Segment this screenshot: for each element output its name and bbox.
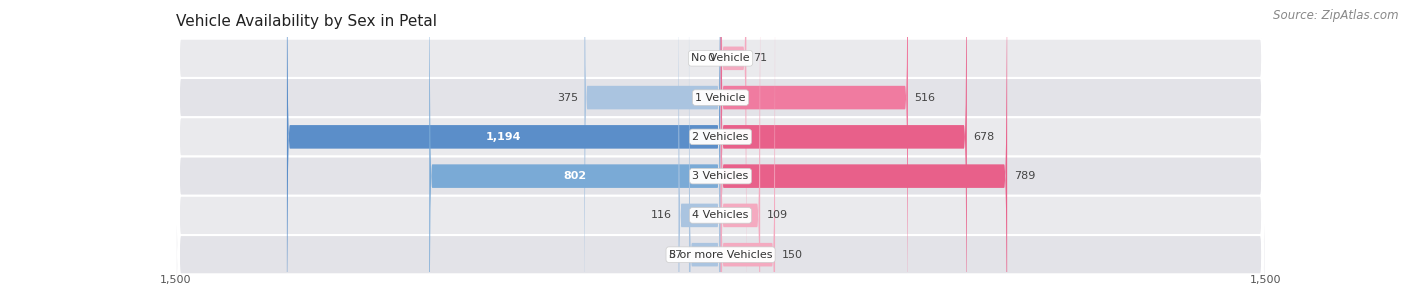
FancyBboxPatch shape (721, 0, 775, 306)
FancyBboxPatch shape (721, 0, 1007, 306)
FancyBboxPatch shape (585, 0, 721, 306)
Text: Vehicle Availability by Sex in Petal: Vehicle Availability by Sex in Petal (176, 13, 437, 28)
FancyBboxPatch shape (679, 0, 721, 306)
Text: 150: 150 (782, 250, 803, 260)
Text: 0: 0 (707, 53, 714, 63)
Text: 1,194: 1,194 (486, 132, 522, 142)
Text: 5 or more Vehicles: 5 or more Vehicles (669, 250, 772, 260)
Text: 678: 678 (973, 132, 994, 142)
Text: 1 Vehicle: 1 Vehicle (696, 93, 745, 103)
FancyBboxPatch shape (176, 0, 1265, 306)
Text: 375: 375 (557, 93, 578, 103)
FancyBboxPatch shape (176, 0, 1265, 306)
FancyBboxPatch shape (176, 0, 1265, 306)
Text: 87: 87 (668, 250, 682, 260)
FancyBboxPatch shape (429, 0, 721, 306)
FancyBboxPatch shape (287, 0, 721, 306)
Text: No Vehicle: No Vehicle (692, 53, 749, 63)
FancyBboxPatch shape (721, 0, 761, 306)
FancyBboxPatch shape (721, 0, 967, 306)
Text: Source: ZipAtlas.com: Source: ZipAtlas.com (1274, 9, 1399, 22)
FancyBboxPatch shape (689, 0, 721, 306)
FancyBboxPatch shape (176, 0, 1265, 306)
Text: 3 Vehicles: 3 Vehicles (692, 171, 749, 181)
Text: 109: 109 (766, 211, 787, 220)
FancyBboxPatch shape (721, 0, 908, 306)
Text: 802: 802 (564, 171, 586, 181)
FancyBboxPatch shape (721, 0, 747, 306)
Text: 71: 71 (752, 53, 768, 63)
Text: 116: 116 (651, 211, 672, 220)
Text: 2 Vehicles: 2 Vehicles (692, 132, 749, 142)
FancyBboxPatch shape (176, 0, 1265, 306)
Text: 789: 789 (1014, 171, 1035, 181)
Text: 4 Vehicles: 4 Vehicles (692, 211, 749, 220)
FancyBboxPatch shape (176, 0, 1265, 306)
Text: 516: 516 (914, 93, 935, 103)
